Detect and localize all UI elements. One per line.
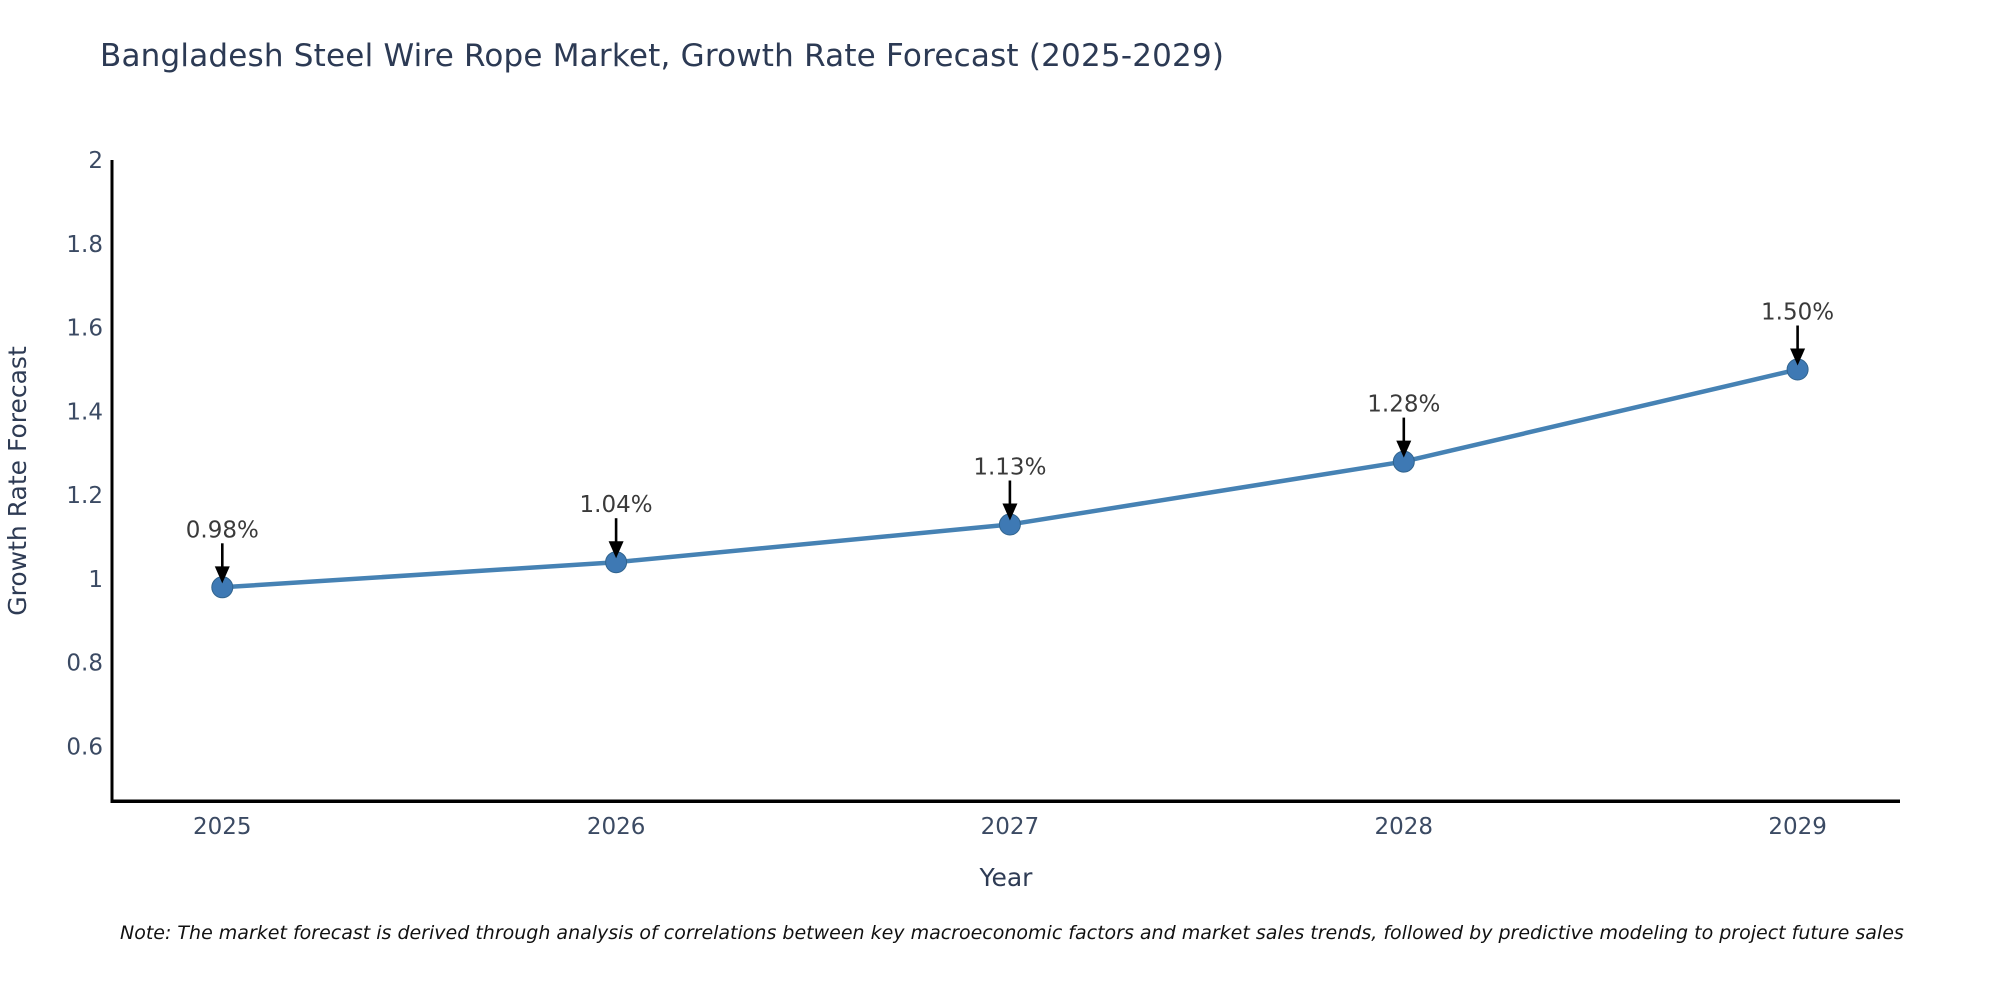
point-label: 1.50% [1761,300,1834,326]
y-tick-label: 0.8 [66,651,103,677]
y-tick-label: 2 [88,148,103,174]
y-tick-label: 1.4 [66,399,103,425]
annotation-arrow-head [1790,348,1806,366]
annotation-arrow-head [1396,440,1412,458]
x-tick-label: 2029 [1768,814,1827,840]
x-axis-title: Year [979,863,1034,892]
point-label: 0.98% [186,517,259,543]
point-label: 1.28% [1367,392,1440,418]
x-tick-label: 2026 [587,814,646,840]
point-label: 1.04% [580,492,653,518]
annotation-arrow-head [214,566,230,584]
annotation-arrow-head [1002,503,1018,521]
y-tick-label: 0.6 [66,735,103,761]
y-axis-title: Growth Rate Forecast [3,346,32,616]
annotation-arrow-head [608,541,624,559]
footnote-text: Note: The market forecast is derived thr… [120,922,1904,944]
y-tick-label: 1.2 [66,483,103,509]
x-tick-label: 2025 [193,814,252,840]
x-tick-label: 2028 [1375,814,1434,840]
point-label: 1.13% [973,455,1046,481]
y-tick-label: 1.8 [66,232,103,258]
chart-title: Bangladesh Steel Wire Rope Market, Growt… [100,38,1225,74]
y-tick-label: 1 [88,567,103,593]
x-tick-label: 2027 [981,814,1040,840]
y-tick-label: 1.6 [66,316,103,342]
